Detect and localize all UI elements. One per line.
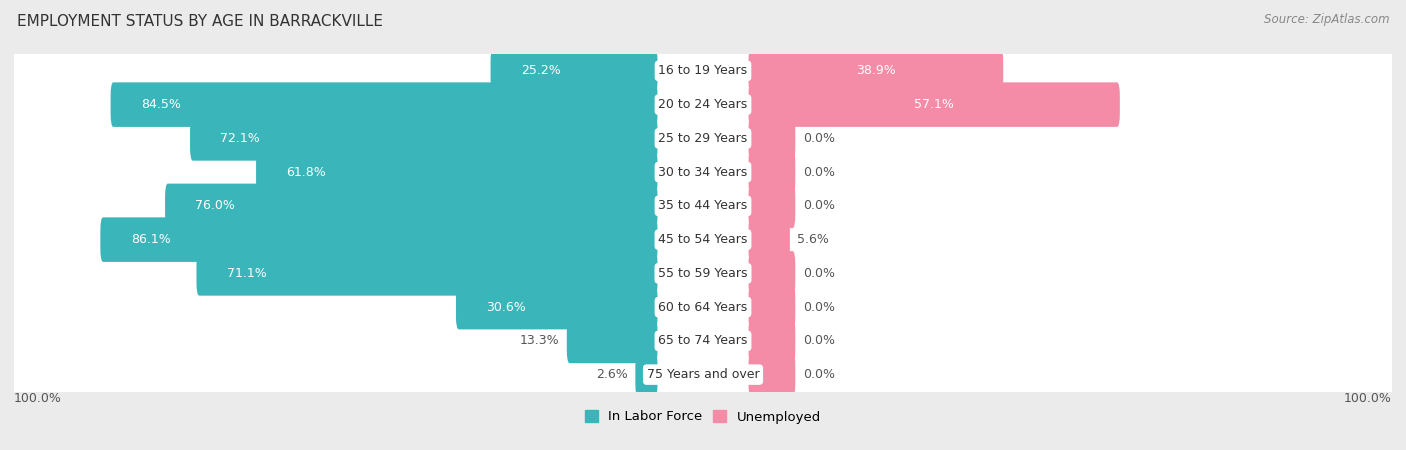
FancyBboxPatch shape [456,285,658,329]
FancyBboxPatch shape [491,49,658,93]
Text: 38.9%: 38.9% [856,64,896,77]
FancyBboxPatch shape [11,242,1395,305]
FancyBboxPatch shape [111,82,658,127]
Text: 57.1%: 57.1% [914,98,955,111]
Text: 86.1%: 86.1% [131,233,170,246]
Text: 0.0%: 0.0% [803,267,835,280]
Text: 0.0%: 0.0% [803,334,835,347]
Text: 100.0%: 100.0% [1344,392,1392,405]
Text: 45 to 54 Years: 45 to 54 Years [658,233,748,246]
FancyBboxPatch shape [748,352,796,397]
Text: 76.0%: 76.0% [195,199,235,212]
Text: 2.6%: 2.6% [596,368,628,381]
FancyBboxPatch shape [11,40,1395,102]
Text: 0.0%: 0.0% [803,368,835,381]
Text: 30 to 34 Years: 30 to 34 Years [658,166,748,179]
FancyBboxPatch shape [11,310,1395,372]
FancyBboxPatch shape [748,184,796,228]
FancyBboxPatch shape [11,141,1395,203]
FancyBboxPatch shape [748,319,796,363]
FancyBboxPatch shape [11,276,1395,338]
FancyBboxPatch shape [748,285,796,329]
FancyBboxPatch shape [11,209,1395,271]
Text: 75 Years and over: 75 Years and over [647,368,759,381]
Text: 55 to 59 Years: 55 to 59 Years [658,267,748,280]
Text: 71.1%: 71.1% [226,267,267,280]
Text: 84.5%: 84.5% [141,98,181,111]
Text: EMPLOYMENT STATUS BY AGE IN BARRACKVILLE: EMPLOYMENT STATUS BY AGE IN BARRACKVILLE [17,14,382,28]
Text: Source: ZipAtlas.com: Source: ZipAtlas.com [1264,14,1389,27]
FancyBboxPatch shape [11,73,1395,136]
Text: 5.6%: 5.6% [797,233,830,246]
Text: 13.3%: 13.3% [520,334,560,347]
Text: 0.0%: 0.0% [803,132,835,145]
FancyBboxPatch shape [748,116,796,161]
FancyBboxPatch shape [197,251,658,296]
FancyBboxPatch shape [100,217,658,262]
FancyBboxPatch shape [190,116,658,161]
FancyBboxPatch shape [636,352,658,397]
Text: 0.0%: 0.0% [803,166,835,179]
Text: 0.0%: 0.0% [803,199,835,212]
FancyBboxPatch shape [11,107,1395,170]
Text: 25 to 29 Years: 25 to 29 Years [658,132,748,145]
Text: 60 to 64 Years: 60 to 64 Years [658,301,748,314]
Text: 100.0%: 100.0% [14,392,62,405]
Text: 0.0%: 0.0% [803,301,835,314]
FancyBboxPatch shape [11,344,1395,406]
Text: 61.8%: 61.8% [287,166,326,179]
Text: 72.1%: 72.1% [221,132,260,145]
Text: 30.6%: 30.6% [486,301,526,314]
FancyBboxPatch shape [748,82,1119,127]
FancyBboxPatch shape [748,217,790,262]
FancyBboxPatch shape [748,49,1004,93]
Text: 35 to 44 Years: 35 to 44 Years [658,199,748,212]
Legend: In Labor Force, Unemployed: In Labor Force, Unemployed [579,405,827,429]
Text: 65 to 74 Years: 65 to 74 Years [658,334,748,347]
FancyBboxPatch shape [11,175,1395,237]
FancyBboxPatch shape [748,150,796,194]
FancyBboxPatch shape [567,319,658,363]
FancyBboxPatch shape [256,150,658,194]
FancyBboxPatch shape [165,184,658,228]
Text: 25.2%: 25.2% [520,64,561,77]
Text: 16 to 19 Years: 16 to 19 Years [658,64,748,77]
FancyBboxPatch shape [748,251,796,296]
Text: 20 to 24 Years: 20 to 24 Years [658,98,748,111]
